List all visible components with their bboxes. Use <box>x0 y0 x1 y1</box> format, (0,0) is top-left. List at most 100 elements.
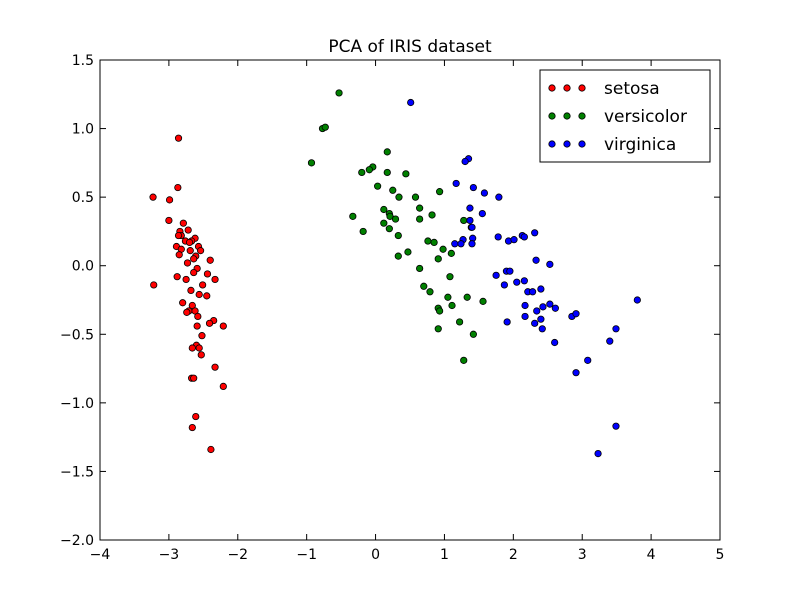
setosa-point <box>206 256 214 264</box>
setosa-point <box>165 196 174 204</box>
y-tick-label: 1.0 <box>72 122 94 138</box>
setosa-point <box>165 216 173 225</box>
legend-marker-versicolor <box>548 112 556 120</box>
versicolor-point <box>383 148 391 156</box>
versicolor-point <box>394 252 402 260</box>
setosa-point <box>219 382 227 390</box>
virginica-point <box>594 449 602 458</box>
versicolor-point <box>436 307 444 315</box>
versicolor-point <box>383 168 391 177</box>
versicolor-point <box>420 282 428 290</box>
virginica-point <box>513 278 521 286</box>
x-tick-label: 1 <box>440 547 449 563</box>
versicolor-point <box>358 168 366 177</box>
virginica-point <box>451 240 459 248</box>
setosa-point <box>196 247 205 255</box>
virginica-point <box>520 277 528 285</box>
setosa-point <box>183 308 191 316</box>
virginica-point <box>538 325 546 333</box>
versicolor-point <box>380 219 388 227</box>
versicolor-point <box>321 123 329 131</box>
virginica-point <box>572 310 580 318</box>
virginica-point <box>478 210 486 218</box>
versicolor-point <box>404 248 412 256</box>
versicolor-point <box>463 293 471 301</box>
y-tick-label: 0.5 <box>72 190 94 206</box>
versicolor-point <box>455 318 464 326</box>
legend: setosa versicolor virginica <box>539 69 711 163</box>
x-tick-label: 3 <box>578 547 587 563</box>
virginica-point <box>537 285 545 293</box>
points-layer <box>149 89 641 458</box>
setosa-point <box>199 281 207 289</box>
setosa-point <box>219 322 227 330</box>
virginica-point <box>612 422 620 430</box>
versicolor-point <box>448 301 456 310</box>
virginica-point <box>532 256 540 264</box>
setosa-point <box>192 412 200 421</box>
setosa-point <box>175 251 183 259</box>
virginica-point <box>531 319 539 327</box>
virginica-point <box>606 337 614 345</box>
setosa-point <box>195 344 203 352</box>
legend-marker-virginica <box>548 140 556 148</box>
setosa-point <box>174 231 183 240</box>
setosa-point <box>182 275 190 284</box>
setosa-point <box>184 226 192 234</box>
versicolor-point <box>374 182 382 190</box>
x-tick-label: 0 <box>371 547 380 563</box>
setosa-point <box>211 275 219 284</box>
y-tick-label: −0.5 <box>60 327 94 343</box>
versicolor-point <box>479 297 487 305</box>
chart-title: PCA of IRIS dataset <box>328 37 492 57</box>
versicolor-point <box>434 325 442 333</box>
virginica-point <box>466 204 474 212</box>
x-tick-label: −3 <box>159 547 180 563</box>
virginica-point <box>546 300 554 308</box>
setosa-point <box>198 332 206 340</box>
setosa-point <box>207 445 215 454</box>
versicolor-point <box>447 249 455 257</box>
x-tick-label: 2 <box>509 547 518 563</box>
x-tick-label: −2 <box>227 547 248 563</box>
setosa-point <box>149 193 157 201</box>
versicolor-point <box>436 188 444 196</box>
versicolor-point <box>395 193 403 201</box>
setosa-point <box>211 363 219 371</box>
virginica-point <box>503 318 511 326</box>
x-tick-label: −4 <box>90 547 111 563</box>
y-tick-label: 0.0 <box>72 259 94 275</box>
setosa-point <box>183 259 192 267</box>
virginica-point <box>510 236 518 244</box>
setosa-point <box>190 268 198 277</box>
virginica-point <box>546 260 554 268</box>
versicolor-point <box>428 211 436 219</box>
legend-marker-versicolor <box>563 112 571 120</box>
versicolor-point <box>434 255 442 263</box>
virginica-point <box>492 271 500 279</box>
virginica-point <box>521 312 529 321</box>
setosa-point <box>186 247 194 255</box>
virginica-point <box>469 183 477 192</box>
setosa-point <box>205 319 214 327</box>
legend-marker-setosa <box>578 84 586 92</box>
setosa-point <box>188 344 196 352</box>
versicolor-point <box>391 215 400 223</box>
virginica-point <box>521 301 529 310</box>
legend-marker-versicolor <box>578 112 586 120</box>
y-tick-label: −1.0 <box>60 396 94 412</box>
x-tick-label: 5 <box>716 547 725 563</box>
virginica-point <box>407 98 415 107</box>
setosa-point <box>174 134 183 142</box>
versicolor-point <box>402 170 410 178</box>
virginica-point <box>468 223 476 231</box>
versicolor-point <box>460 356 468 364</box>
versicolor-point <box>444 293 452 301</box>
setosa-point <box>173 273 181 281</box>
legend-marker-virginica <box>563 140 571 148</box>
virginica-point <box>500 281 508 289</box>
plot-frame <box>99 59 721 541</box>
setosa-point <box>194 312 202 321</box>
legend-marker-virginica <box>578 140 586 148</box>
